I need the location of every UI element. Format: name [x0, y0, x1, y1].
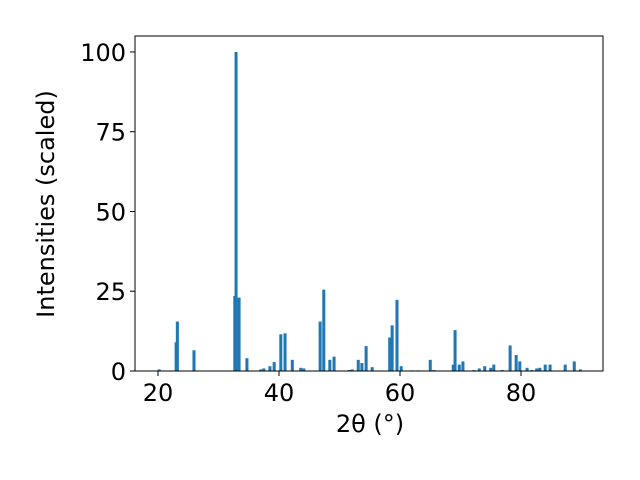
bar: [451, 364, 455, 371]
bar: [477, 368, 481, 371]
bar: [272, 362, 276, 371]
bar: [525, 367, 529, 371]
bar: [395, 299, 399, 371]
x-tick-label: 40: [264, 379, 295, 407]
bar: [492, 364, 496, 371]
bar: [328, 359, 332, 371]
bar: [457, 364, 461, 371]
bar: [318, 321, 322, 371]
x-tick-label: 60: [385, 379, 416, 407]
bar: [535, 368, 539, 371]
bar: [245, 358, 249, 371]
bar: [322, 289, 326, 371]
y-axis-label: Intensities (scaled): [32, 90, 60, 318]
bar: [356, 359, 360, 371]
bar: [279, 334, 283, 371]
bar: [399, 366, 403, 371]
bar: [237, 297, 241, 371]
bar: [388, 337, 392, 371]
bar: [268, 366, 272, 371]
y-tick-label: 75: [95, 119, 126, 147]
bar: [543, 364, 547, 371]
x-tick-label: 20: [143, 379, 174, 407]
bar: [234, 51, 238, 371]
bar: [332, 356, 336, 371]
bar: [538, 367, 542, 371]
bar: [192, 350, 196, 371]
x-tick-label: 80: [506, 379, 537, 407]
bar: [262, 368, 266, 371]
bar: [578, 369, 582, 371]
bar: [548, 364, 552, 371]
bar: [563, 364, 567, 371]
bar: [428, 359, 432, 371]
y-tick-label: 25: [95, 278, 126, 306]
y-tick-label: 100: [80, 39, 126, 67]
bar: [390, 325, 394, 371]
bar: [518, 361, 522, 371]
bar: [483, 366, 487, 371]
bar: [259, 369, 263, 371]
bar: [370, 367, 374, 371]
bar: [489, 367, 493, 371]
bar: [453, 330, 457, 371]
y-tick-label: 50: [95, 198, 126, 226]
y-tick-label: 0: [111, 358, 126, 386]
bar: [299, 367, 303, 371]
bar: [350, 369, 354, 371]
bar: [175, 321, 179, 371]
bar: [157, 369, 161, 371]
x-axis-label: 2θ (°): [336, 410, 404, 438]
bar: [461, 361, 465, 371]
bar: [572, 361, 576, 371]
bar: [290, 359, 294, 371]
bar: [508, 345, 512, 371]
plot-frame: [134, 35, 604, 372]
bar: [514, 355, 518, 371]
bar: [302, 368, 306, 371]
bar: [360, 363, 364, 371]
bar: [283, 333, 287, 371]
bar: [364, 346, 368, 371]
